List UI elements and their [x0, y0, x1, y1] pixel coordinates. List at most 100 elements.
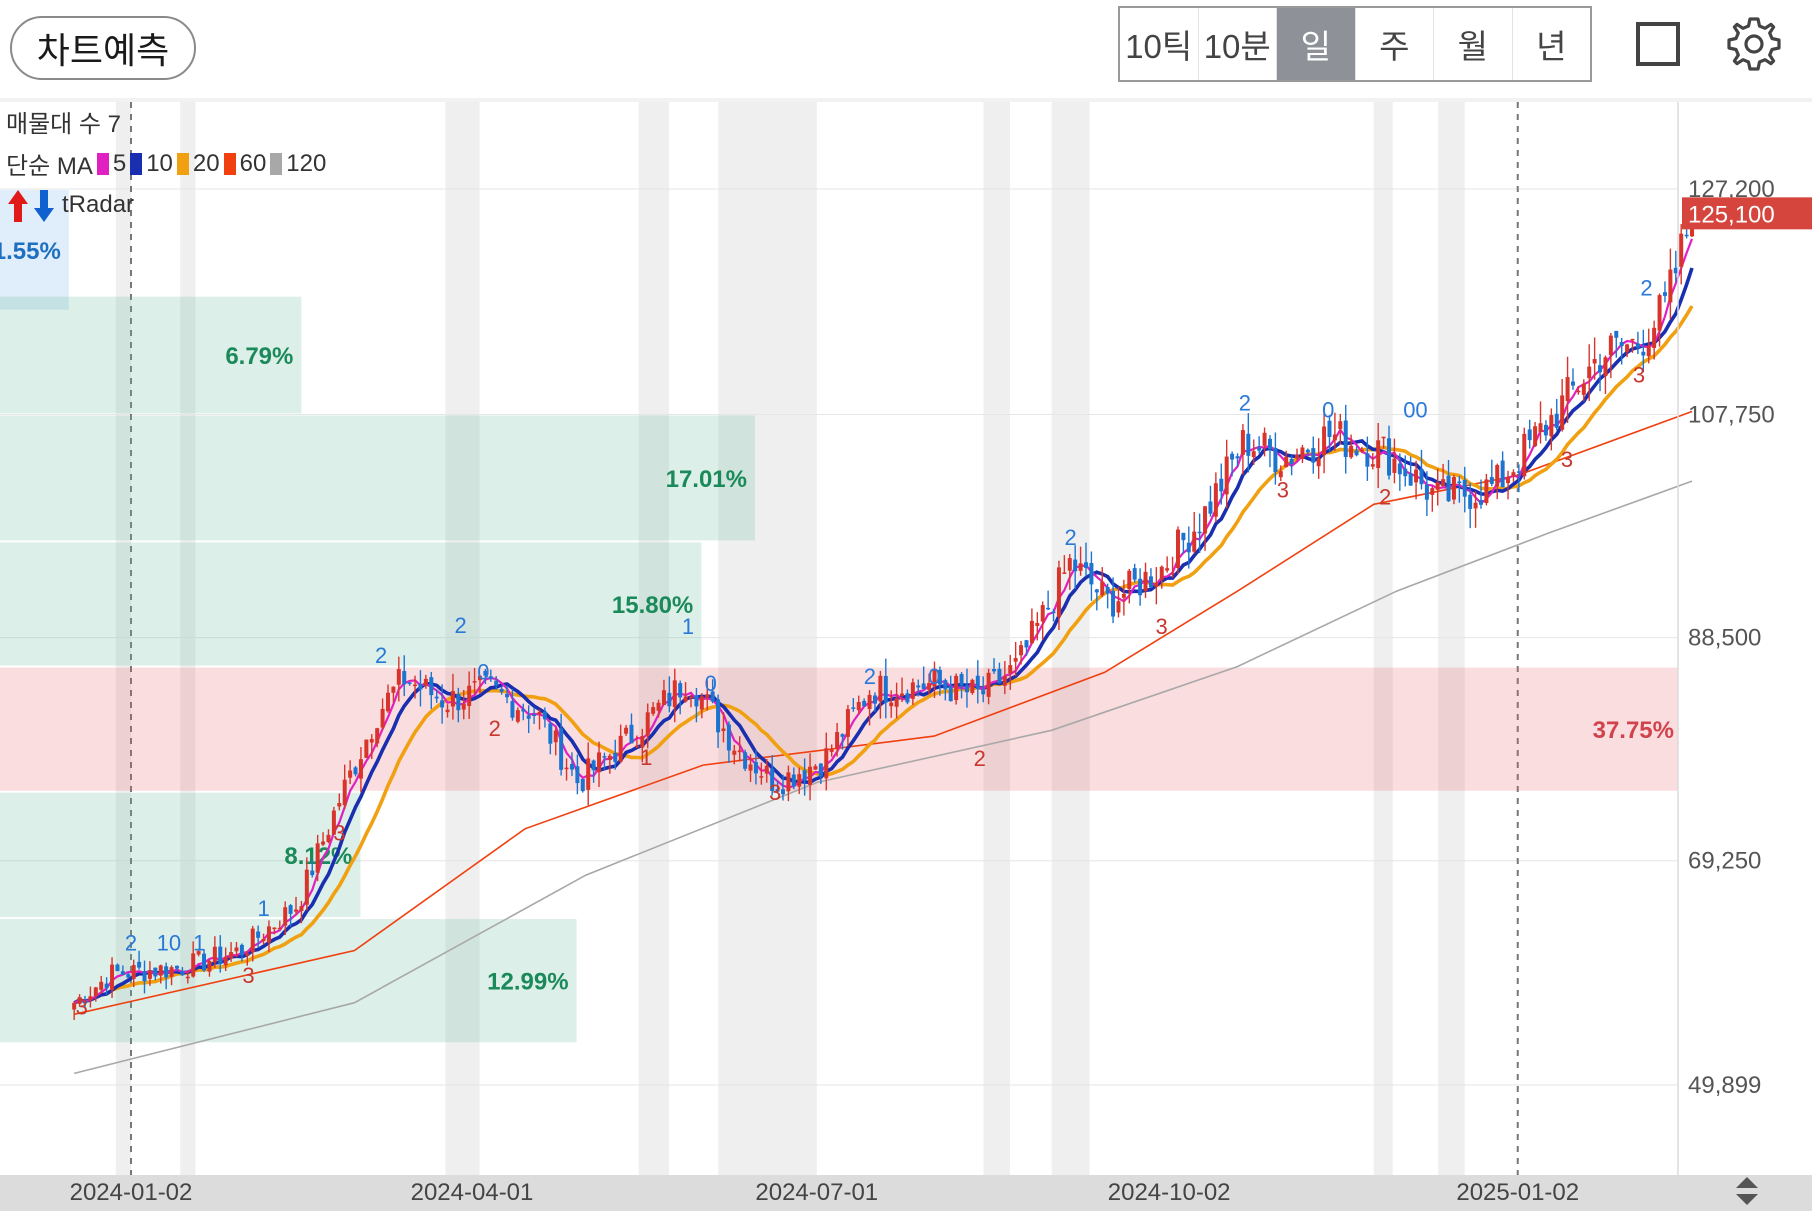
candle-body-274: [1554, 413, 1559, 428]
candle-body-109: [661, 690, 666, 705]
candle-body-92: [569, 763, 574, 770]
candle-body-49: [337, 803, 342, 807]
chart-predict-button[interactable]: 차트예측: [10, 16, 196, 80]
candle-body-170: [992, 669, 997, 672]
candle-body-169: [986, 672, 991, 697]
candle-body-263: [1495, 465, 1500, 487]
candle-body-177: [1029, 620, 1034, 644]
candle-body-26: [212, 946, 217, 963]
shaded-band-1: [180, 102, 196, 1175]
candle-body-266: [1511, 472, 1516, 477]
candle-body-270: [1533, 426, 1538, 447]
candle-body-192: [1111, 590, 1116, 617]
candle-body-89: [553, 730, 558, 743]
signal-label-14: 00: [1403, 397, 1427, 422]
candle-body-13: [142, 971, 147, 982]
signal-label-21: 3: [769, 780, 781, 805]
candle-body-98: [602, 756, 607, 758]
candle-body-72: [461, 704, 466, 710]
candle-body-114: [689, 696, 694, 699]
candle-body-73: [467, 685, 472, 706]
candle-body-25: [207, 960, 212, 972]
candle-body-191: [1105, 587, 1110, 594]
candle-body-29: [229, 952, 234, 959]
gear-icon[interactable]: [1726, 16, 1782, 72]
candle-body-107: [651, 707, 656, 714]
candle-body-138: [818, 763, 823, 777]
period-tab-3[interactable]: 주: [1356, 8, 1434, 80]
candle-body-4: [93, 987, 98, 997]
candle-body-126: [753, 762, 758, 774]
candle-body-112: [678, 683, 683, 698]
candle-body-248: [1414, 469, 1419, 483]
candle-body-176: [1024, 640, 1029, 648]
scale-toggle-icon[interactable]: [1732, 1174, 1762, 1208]
volume-profile-label-4: 37.75%: [1593, 717, 1674, 744]
signal-label-12: 2: [1239, 390, 1251, 415]
candle-body-118: [710, 691, 715, 702]
candle-body-206: [1186, 542, 1191, 553]
candle-body-281: [1592, 359, 1597, 364]
candle-body-52: [353, 767, 358, 775]
candle-body-221: [1267, 438, 1272, 450]
candle-body-76: [483, 670, 488, 676]
candle-body-53: [358, 759, 363, 779]
candle-body-261: [1484, 479, 1489, 504]
candle-body-255: [1451, 477, 1456, 500]
period-tab-4[interactable]: 월: [1434, 8, 1513, 80]
candle-body-156: [916, 685, 921, 688]
candle-body-23: [196, 951, 201, 955]
candle-body-181: [1051, 611, 1056, 614]
candle-body-135: [802, 770, 807, 781]
candle-body-197: [1138, 578, 1143, 596]
signal-label-17: 3: [242, 963, 254, 988]
candle-body-139: [824, 748, 829, 779]
candle-body-149: [878, 675, 883, 702]
candle-body-226: [1295, 454, 1300, 459]
candle-body-77: [488, 676, 493, 680]
signal-label-25: 2: [1379, 484, 1391, 509]
y-tick-label-4: 49,899: [1688, 1072, 1761, 1099]
candle-body-165: [964, 685, 969, 693]
candle-body-205: [1181, 532, 1186, 541]
candle-body-202: [1165, 568, 1170, 571]
candle-body-84: [526, 715, 531, 719]
candle-body-154: [905, 693, 910, 703]
period-tab-0[interactable]: 10틱: [1120, 8, 1199, 80]
signal-label-7: 1: [682, 614, 694, 639]
candle-body-162: [948, 686, 953, 702]
candle-body-207: [1192, 531, 1197, 552]
candle-body-292: [1652, 327, 1657, 349]
candle-body-105: [640, 736, 645, 748]
fullscreen-icon[interactable]: [1636, 22, 1680, 66]
x-tick-label-1: 2024-04-01: [411, 1179, 534, 1206]
period-tab-5[interactable]: 년: [1536, 28, 1567, 65]
ma10-line: [73, 267, 1694, 1005]
x-axis-strip: [0, 1175, 1812, 1211]
x-tick-label-0: 2024-01-02: [70, 1179, 193, 1206]
candle-body-19: [174, 965, 179, 969]
candle-body-232: [1327, 420, 1332, 437]
period-tab-2[interactable]: 일: [1277, 8, 1356, 80]
volume-profile-label-0: 1.55%: [0, 238, 61, 265]
candle-body-250: [1424, 484, 1429, 500]
candle-body-233: [1332, 434, 1337, 441]
candle-body-58: [385, 692, 390, 712]
candle-body-161: [943, 680, 948, 690]
candle-body-159: [932, 670, 937, 687]
candle-body-144: [851, 707, 856, 709]
candle-body-235: [1343, 420, 1348, 457]
shaded-band-5: [983, 102, 1011, 1175]
ma5-line: [73, 238, 1694, 1004]
period-tab-1[interactable]: 10분: [1199, 8, 1277, 80]
candle-body-277: [1570, 381, 1575, 386]
candle-body-186: [1078, 563, 1083, 571]
candle-body-153: [900, 693, 905, 696]
candle-body-294: [1662, 292, 1667, 296]
candle-body-31: [239, 944, 244, 956]
candle-body-241: [1376, 440, 1381, 469]
candle-body-220: [1262, 432, 1267, 446]
candle-body-288: [1630, 338, 1635, 341]
ma-swatch-60: [223, 152, 236, 175]
